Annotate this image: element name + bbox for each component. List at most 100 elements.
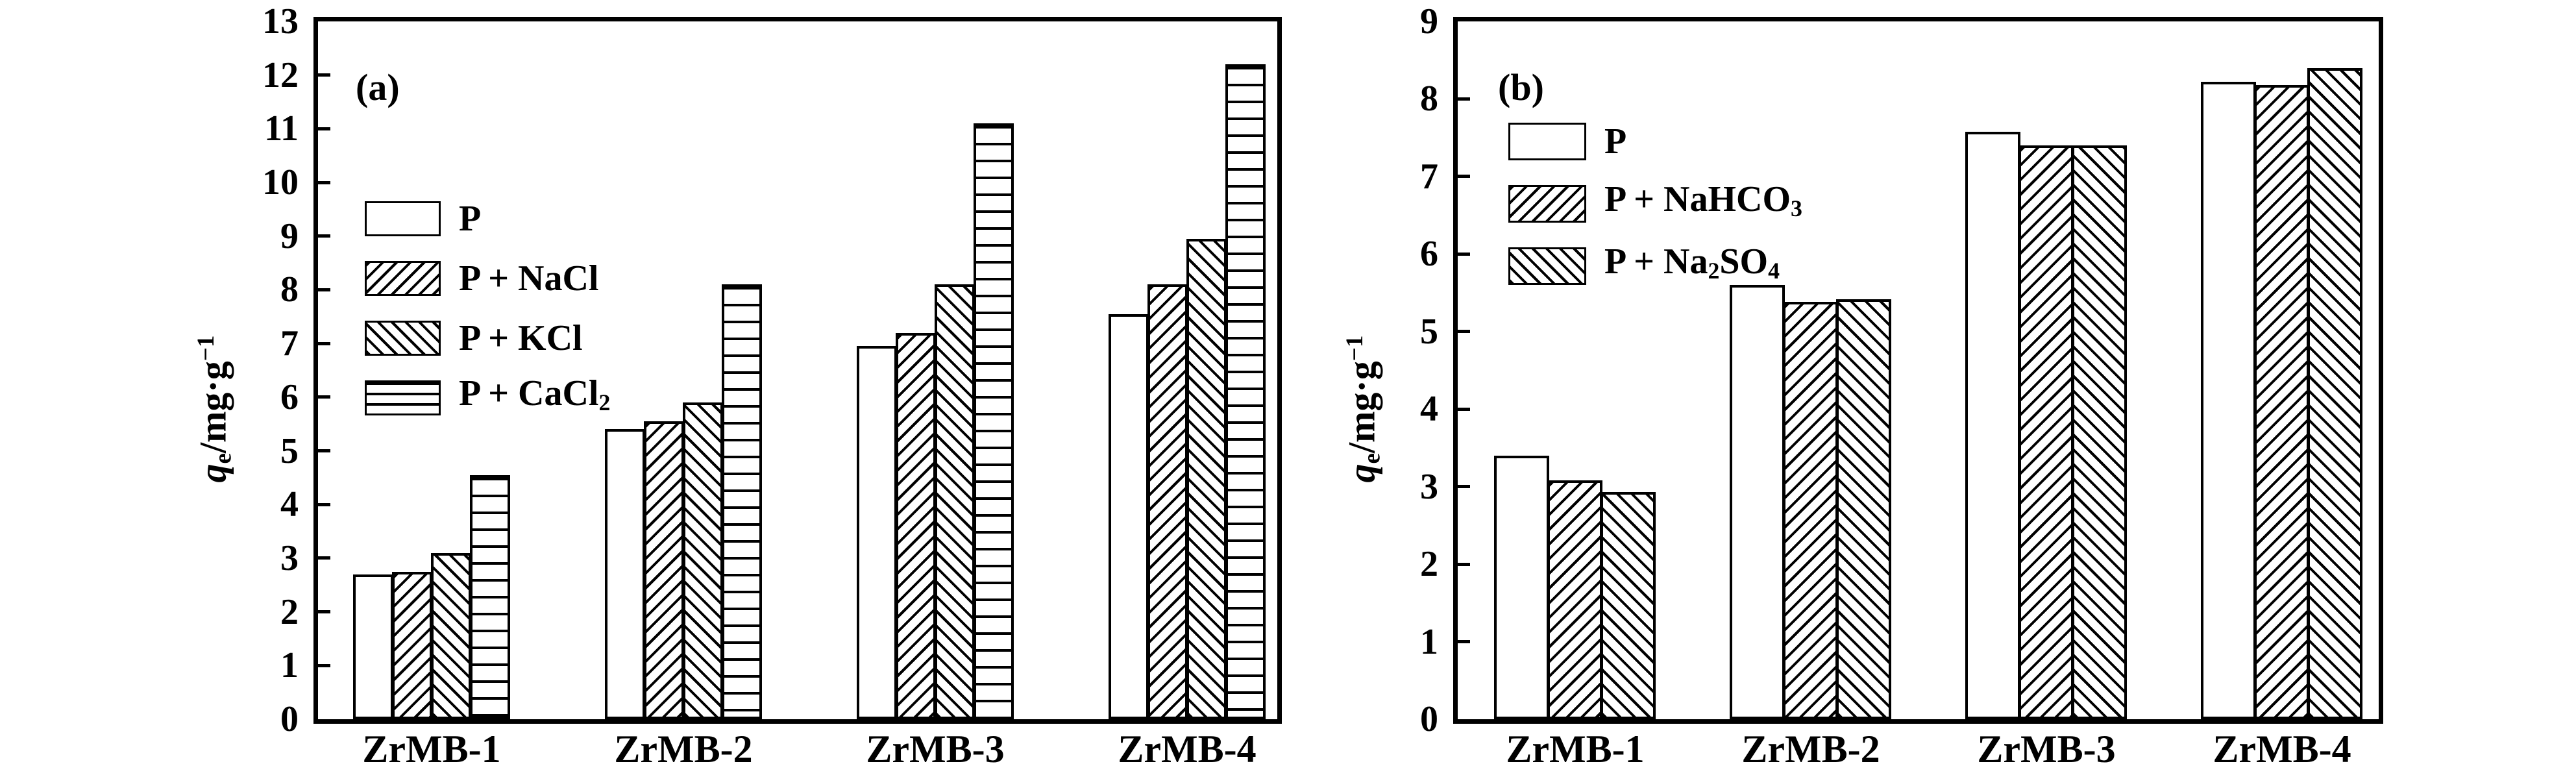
y-tick-label: 5 — [1420, 312, 1438, 352]
bar — [1836, 299, 1891, 719]
y-tick — [318, 181, 330, 184]
legend-item: P + KCl — [365, 319, 583, 358]
legend-label-part: P + NaCl — [459, 258, 599, 299]
y-axis-label-part: e — [210, 453, 237, 464]
y-axis-label-part: q — [191, 463, 234, 483]
bar — [431, 553, 471, 719]
y-axis-label-b: qe/mg·g−1 — [1331, 117, 1386, 701]
legend-item: P — [1508, 122, 1626, 161]
legend-label: P — [1604, 122, 1626, 161]
y-tick — [1458, 485, 1470, 488]
y-tick — [318, 503, 330, 506]
bar — [1783, 302, 1838, 719]
y-tick-label: 3 — [280, 538, 299, 578]
y-axis-label-part: −1 — [1342, 335, 1368, 362]
x-category-label: ZrMB-1 — [1506, 728, 1645, 771]
y-tick — [1458, 640, 1470, 643]
legend-item: P — [365, 199, 481, 238]
bar — [353, 574, 393, 719]
y-axis-label-part: /mg·g — [191, 361, 234, 453]
x-category-label: ZrMB-3 — [1977, 728, 2116, 771]
y-tick-label: 0 — [280, 699, 299, 739]
y-tick-label: 4 — [1420, 389, 1438, 429]
x-category-label: ZrMB-4 — [2213, 728, 2351, 771]
y-tick — [318, 127, 330, 130]
y-tick-label: 8 — [1420, 79, 1438, 119]
y-tick — [318, 610, 330, 613]
bar — [2254, 85, 2309, 719]
bar — [1965, 132, 2020, 719]
legend-swatch-diagonal-forward — [365, 261, 441, 296]
y-tick — [318, 395, 330, 399]
legend-swatch-horizontal — [365, 380, 441, 415]
legend-label: P + KCl — [459, 319, 583, 358]
y-axis-label-part: −1 — [193, 335, 219, 362]
y-tick-label: 9 — [1420, 1, 1438, 42]
legend-swatch-diagonal-backward — [1508, 247, 1586, 285]
y-axis-label-part: q — [1340, 463, 1383, 483]
y-axis-label-part: /mg·g — [1340, 361, 1383, 453]
y-tick-label: 5 — [280, 431, 299, 471]
panel-label-b: (b) — [1498, 66, 1544, 108]
legend-swatch-diagonal-forward — [1508, 185, 1586, 223]
y-tick — [318, 288, 330, 291]
bar — [683, 402, 723, 719]
legend-label-part: 2 — [1708, 257, 1720, 284]
y-tick-label: 4 — [280, 484, 299, 524]
bar — [470, 475, 510, 719]
bar — [1601, 492, 1656, 719]
legend-item: P + Na2SO4 — [1508, 242, 1780, 285]
x-category-label: ZrMB-2 — [1741, 728, 1880, 771]
y-tick-label: 11 — [264, 108, 299, 149]
y-tick-label: 9 — [280, 216, 299, 256]
y-tick-label: 7 — [1420, 156, 1438, 197]
y-tick — [1458, 97, 1470, 101]
legend-label-part: P — [1604, 121, 1627, 162]
bar — [1225, 64, 1266, 719]
legend-item: P + CaCl2 — [365, 374, 610, 415]
y-tick-label: 2 — [280, 592, 299, 632]
legend-label: P + CaCl2 — [459, 374, 610, 422]
x-category-label: ZrMB-4 — [1118, 728, 1257, 771]
legend-swatch-none — [365, 201, 441, 236]
y-tick-label: 6 — [1420, 234, 1438, 274]
legend-label-part: P + KCl — [459, 318, 583, 358]
y-tick-label: 13 — [262, 1, 299, 42]
bar — [1109, 314, 1149, 719]
y-tick — [1458, 563, 1470, 566]
y-tick-label: 10 — [262, 162, 299, 203]
y-tick — [318, 449, 330, 452]
bar — [1547, 480, 1602, 719]
legend-swatch-diagonal-backward — [365, 321, 441, 356]
y-axis-label-part: e — [1358, 453, 1386, 464]
bar — [896, 333, 936, 719]
legend-label-part: 4 — [1768, 257, 1780, 284]
legend-label-part: P + NaHCO — [1604, 179, 1791, 220]
bar — [2018, 145, 2074, 719]
bar — [605, 429, 645, 719]
x-category-label: ZrMB-1 — [362, 728, 501, 771]
plot-area-a: (a) P P + NaCl P + KCl P + CaCl2 — [313, 17, 1282, 724]
y-tick-label: 0 — [1420, 699, 1438, 739]
y-tick-label: 3 — [1420, 467, 1438, 507]
x-category-label: ZrMB-2 — [614, 728, 753, 771]
y-tick — [318, 234, 330, 238]
y-tick — [1458, 408, 1470, 411]
y-tick-label: 6 — [280, 377, 299, 417]
bar — [2307, 68, 2362, 719]
y-tick — [1458, 330, 1470, 333]
y-tick-label: 12 — [262, 55, 299, 95]
bar — [1147, 284, 1188, 719]
legend-label: P + NaHCO3 — [1604, 180, 1802, 228]
bar — [1730, 285, 1785, 719]
bar — [1494, 456, 1549, 719]
plot-area-b: (b) P P + NaHCO3 P + Na2SO4 — [1453, 17, 2383, 724]
legend-label-part: SO — [1719, 241, 1769, 282]
y-axis-label-a: qe/mg·g−1 — [182, 117, 237, 701]
bar — [392, 572, 432, 719]
bar — [2072, 145, 2127, 719]
x-category-label: ZrMB-3 — [866, 728, 1005, 771]
legend-item: P + NaCl — [365, 258, 599, 299]
y-tick-label: 1 — [1420, 622, 1438, 662]
